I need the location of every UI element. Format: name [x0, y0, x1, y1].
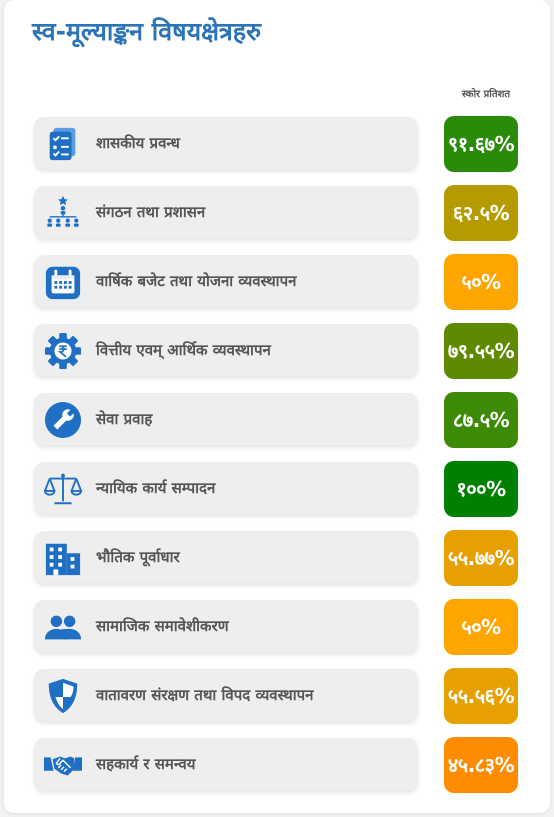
- area-item[interactable]: सेवा प्रवाह: [34, 393, 418, 445]
- area-item[interactable]: शासकीय प्रवन्ध: [34, 117, 418, 169]
- handshake-icon: [44, 746, 82, 784]
- score-badge: ५५.७७%: [444, 530, 518, 586]
- area-item[interactable]: वार्षिक बजेट तथा योजना व्यवस्थापन: [34, 255, 418, 307]
- checklist-icon: [44, 125, 82, 163]
- area-item[interactable]: सामाजिक समावेशीकरण: [34, 600, 418, 652]
- score-badge: ६२.५%: [444, 185, 518, 241]
- area-row: सामाजिक समावेशीकरण ५०%: [4, 599, 550, 657]
- area-item[interactable]: वातावरण संरक्षण तथा विपद व्यवस्थापन: [34, 669, 418, 721]
- area-label: वित्तीय एवम् आर्थिक व्यवस्थापन: [96, 341, 271, 359]
- area-label: संगठन तथा प्रशासन: [96, 203, 206, 221]
- area-row: संगठन तथा प्रशासन ६२.५%: [4, 185, 550, 243]
- score-badge: ५०%: [444, 599, 518, 655]
- org-chart-icon: [44, 194, 82, 232]
- area-label: शासकीय प्रवन्ध: [96, 134, 180, 152]
- score-badge: ५५.५६%: [444, 668, 518, 724]
- page-title: स्व-मूल्याङ्कन विषयक्षेत्रहरु: [32, 17, 262, 46]
- score-badge: ५०%: [444, 254, 518, 310]
- score-badge: ७९.५५%: [444, 323, 518, 379]
- score-column-header: स्कोर प्रतिशत: [461, 89, 511, 100]
- score-badge: ४५.८३%: [444, 737, 518, 793]
- area-item[interactable]: संगठन तथा प्रशासन: [34, 186, 418, 238]
- area-label: सेवा प्रवाह: [96, 410, 153, 428]
- area-label: सहकार्य र समन्वय: [96, 755, 196, 773]
- area-item[interactable]: सहकार्य र समन्वय: [34, 738, 418, 790]
- score-badge: ९१.६७%: [444, 116, 518, 172]
- area-row: वित्तीय एवम् आर्थिक व्यवस्थापन ७९.५५%: [4, 323, 550, 381]
- scales-icon: [44, 470, 82, 508]
- area-label: सामाजिक समावेशीकरण: [96, 617, 229, 635]
- area-row: शासकीय प्रवन्ध ९१.६७%: [4, 116, 550, 174]
- calendar-icon: [44, 263, 82, 301]
- area-row: सेवा प्रवाह ८७.५%: [4, 392, 550, 450]
- area-item[interactable]: भौतिक पूर्वाधार: [34, 531, 418, 583]
- area-item[interactable]: न्यायिक कार्य सम्पादन: [34, 462, 418, 514]
- people-icon: [44, 608, 82, 646]
- score-badge: १००%: [444, 461, 518, 517]
- area-label: वातावरण संरक्षण तथा विपद व्यवस्थापन: [96, 686, 314, 704]
- wrench-icon: [44, 401, 82, 439]
- area-row: भौतिक पूर्वाधार ५५.७७%: [4, 530, 550, 588]
- area-label: न्यायिक कार्य सम्पादन: [96, 479, 216, 497]
- self-assessment-card: स्व-मूल्याङ्कन विषयक्षेत्रहरु स्कोर प्रत…: [4, 0, 550, 813]
- building-icon: [44, 539, 82, 577]
- finance-gear-icon: [44, 332, 82, 370]
- area-row: वातावरण संरक्षण तथा विपद व्यवस्थापन ५५.५…: [4, 668, 550, 726]
- area-row: वार्षिक बजेट तथा योजना व्यवस्थापन ५०%: [4, 254, 550, 312]
- area-row: न्यायिक कार्य सम्पादन १००%: [4, 461, 550, 519]
- area-label: वार्षिक बजेट तथा योजना व्यवस्थापन: [96, 272, 297, 290]
- area-item[interactable]: वित्तीय एवम् आर्थिक व्यवस्थापन: [34, 324, 418, 376]
- score-badge: ८७.५%: [444, 392, 518, 448]
- area-row: सहकार्य र समन्वय ४५.८३%: [4, 737, 550, 795]
- shield-icon: [44, 677, 82, 715]
- area-label: भौतिक पूर्वाधार: [96, 548, 180, 566]
